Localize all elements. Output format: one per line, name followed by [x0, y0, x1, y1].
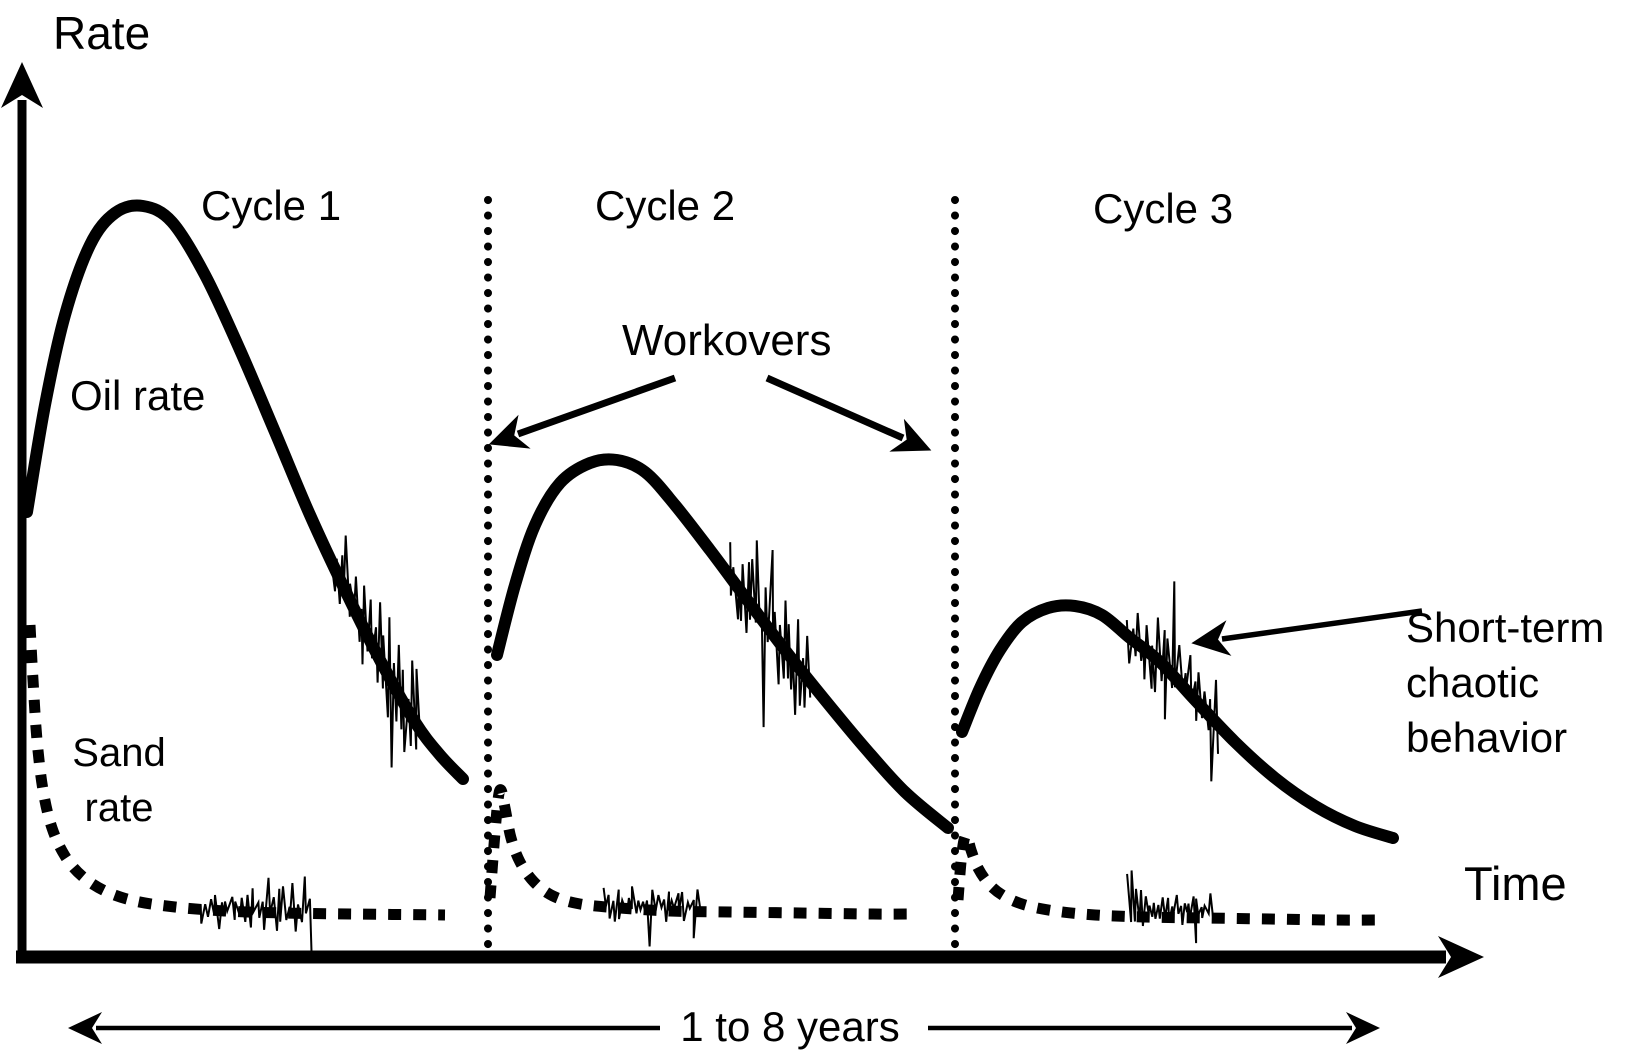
oil-rate-chaotic-noise-1 — [329, 535, 422, 768]
oil-rate-label: Oil rate — [70, 372, 206, 419]
chaotic-annotation-line1: Short-term — [1406, 604, 1605, 651]
cycle-1-label: Cycle 1 — [201, 182, 342, 229]
oil-rate-curve-cycle-2 — [491, 453, 954, 834]
oil-rate-chaotic-noise-2 — [729, 540, 812, 728]
oil-rate-chaotic-noise-3 — [1125, 581, 1219, 782]
workovers-pointer-arrow-left — [488, 374, 677, 449]
oil-rate-curve-cycle-3 — [956, 599, 1399, 844]
cycle-2-label: Cycle 2 — [595, 182, 736, 229]
chaotic-annotation-line2: chaotic — [1406, 659, 1540, 706]
sand-rate-chaotic-noise-1 — [199, 876, 313, 952]
sand-rate-curve-cycle-3 — [952, 829, 1386, 926]
sand-rate-label: Sand rate — [58, 726, 180, 836]
sand-rate-chaotic-noise-3 — [1126, 870, 1215, 944]
sand-rate-label-line1: Sand — [72, 731, 166, 775]
chaotic-behavior-annotation: Short-term chaotic behavior — [1406, 600, 1604, 765]
duration-label: 1 to 8 years — [680, 1003, 900, 1050]
sand-rate-label-line2: rate — [84, 786, 154, 830]
chaotic-annotation-line3: behavior — [1406, 714, 1568, 761]
x-axis-title: Time — [1464, 857, 1567, 910]
chaotic-behavior-pointer-arrow — [1191, 608, 1423, 656]
sand-rate-curve-cycle-2 — [484, 784, 919, 920]
workovers-pointer-arrow-right — [765, 374, 932, 452]
sand-rate-curve-cycle-1 — [24, 624, 446, 921]
cycle-3-label: Cycle 3 — [1093, 185, 1234, 232]
sand-rate-chaotic-noise-2 — [602, 886, 702, 947]
y-axis-title: Rate — [53, 7, 151, 59]
workovers-label: Workovers — [622, 316, 832, 365]
